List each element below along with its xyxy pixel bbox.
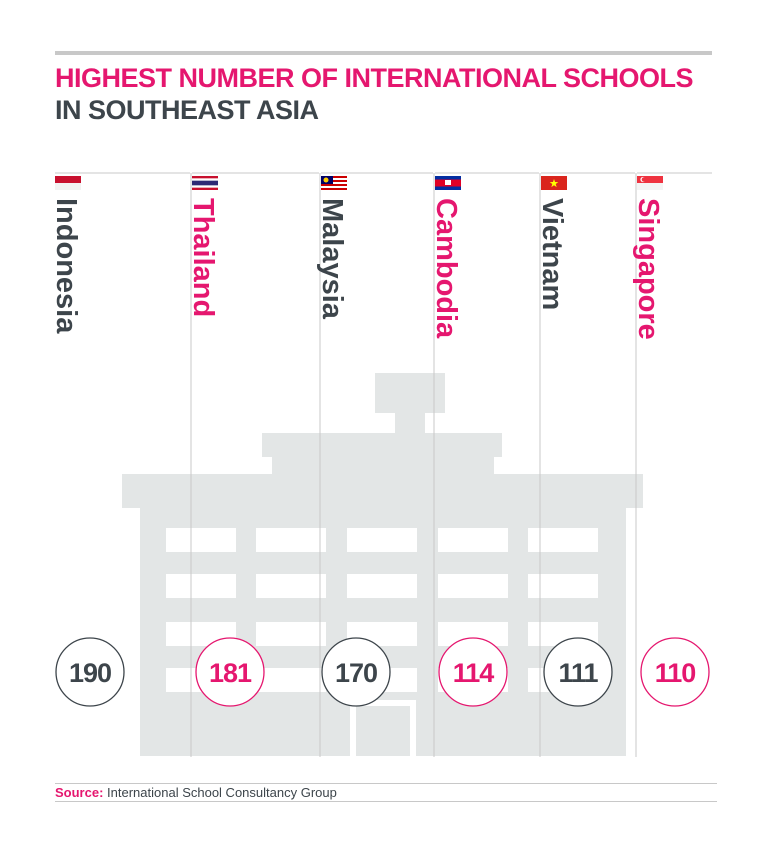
- building-main-roof: [122, 474, 643, 508]
- building-window: [166, 528, 236, 552]
- country-label-cambodia: Cambodia: [430, 198, 462, 339]
- source-note: Source: International School Consultancy…: [55, 785, 337, 800]
- country-label-thailand: Thailand: [187, 198, 219, 317]
- vietnam-flag-icon: [541, 176, 567, 190]
- school-building-illustration: [122, 373, 643, 756]
- building-upper-roof: [262, 433, 502, 457]
- value-circle: [640, 637, 710, 707]
- indonesia-flag-icon: [55, 176, 81, 190]
- building-window: [347, 574, 417, 598]
- building-window: [347, 528, 417, 552]
- building-upper-wall: [272, 457, 494, 474]
- value-label-indonesia: 190: [69, 658, 111, 688]
- building-window: [256, 528, 326, 552]
- building-window: [528, 528, 598, 552]
- value-circle: [438, 637, 508, 707]
- source-text: International School Consultancy Group: [107, 785, 337, 800]
- building-tower: [375, 373, 445, 413]
- source-label: Source:: [55, 785, 104, 800]
- title-line-2: IN SOUTHEAST ASIA: [55, 95, 319, 125]
- building-window: [166, 574, 236, 598]
- country-label-vietnam: Vietnam: [536, 198, 568, 310]
- source-top-rule: [55, 783, 717, 784]
- building-window: [256, 668, 326, 692]
- chart-title: HIGHEST NUMBER OF INTERNATIONAL SCHOOLS …: [55, 62, 715, 126]
- building-tower-neck: [395, 413, 425, 435]
- country-label-singapore: Singapore: [632, 198, 664, 340]
- country-label-indonesia: Indonesia: [50, 198, 82, 334]
- value-label-thailand: 181: [209, 658, 252, 688]
- value-label-vietnam: 111: [558, 658, 598, 688]
- value-circle: [543, 637, 613, 707]
- thailand-flag-icon: [192, 176, 218, 190]
- building-window: [256, 622, 326, 646]
- building-window: [256, 574, 326, 598]
- cambodia-flag-icon: [435, 176, 461, 190]
- value-label-singapore: 110: [655, 658, 696, 688]
- value-circle: [321, 637, 391, 707]
- value-label-malaysia: 170: [335, 658, 377, 688]
- building-window: [528, 574, 598, 598]
- building-window: [438, 528, 508, 552]
- value-circle: [195, 637, 265, 707]
- value-circle: [55, 637, 125, 707]
- top-rule: [55, 51, 712, 55]
- country-label-malaysia: Malaysia: [316, 198, 348, 320]
- singapore-flag-icon: [637, 176, 663, 190]
- building-window: [438, 574, 508, 598]
- title-line-1: HIGHEST NUMBER OF INTERNATIONAL SCHOOLS: [55, 63, 694, 93]
- country-columns: Indonesia 190 Thailand 181 Malaysia 170 Cambod…: [50, 172, 712, 757]
- malaysia-flag-icon: [321, 176, 347, 190]
- value-label-cambodia: 114: [453, 658, 495, 688]
- source-bottom-rule: [55, 801, 717, 802]
- building-door-panel: [356, 706, 410, 756]
